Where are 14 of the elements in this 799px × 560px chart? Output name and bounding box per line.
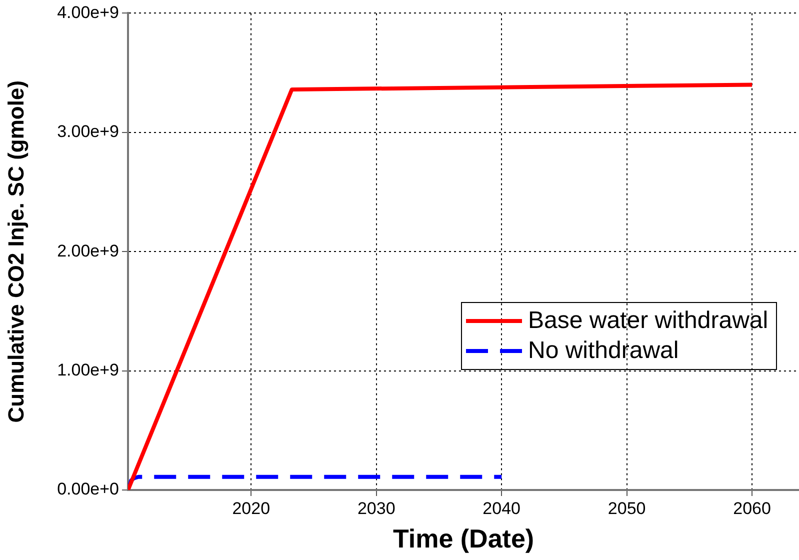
y-tick-label: 1.00e+9 <box>57 360 119 380</box>
x-tick-label: 2020 <box>232 498 270 518</box>
y-tick-label: 3.00e+9 <box>57 122 119 142</box>
x-axis-title: Time (Date) <box>392 524 534 554</box>
legend-label: No withdrawal <box>528 336 679 365</box>
x-tick-label: 2030 <box>357 498 396 518</box>
y-tick-label: 2.00e+9 <box>57 241 119 260</box>
y-tick-label: 0.00e+0 <box>57 480 119 499</box>
y-tick-label: 4.00e+9 <box>57 2 119 22</box>
x-tick-label: 2050 <box>608 498 646 518</box>
x-tick-label: 2040 <box>482 498 521 518</box>
legend-label: Base water withdrawal <box>528 306 768 335</box>
x-tick-label: 2060 <box>733 498 771 518</box>
y-axis-title: Cumulative CO2 Inje. SC (gmole) <box>3 80 28 423</box>
